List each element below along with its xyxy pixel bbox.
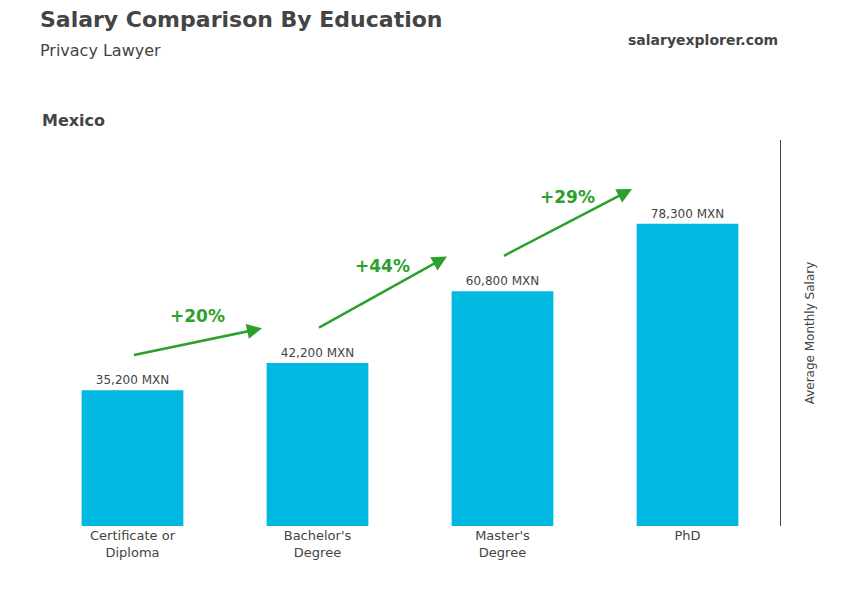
svg-text:Average Monthly Salary: Average Monthly Salary <box>803 262 817 405</box>
svg-text:78,300 MXN: 78,300 MXN <box>651 207 724 221</box>
svg-text:+44%: +44% <box>355 256 410 276</box>
svg-text:Certificate orDiploma: Certificate orDiploma <box>90 528 176 560</box>
svg-text:42,200 MXN: 42,200 MXN <box>281 346 354 360</box>
svg-text:PhD: PhD <box>674 528 700 543</box>
svg-text:+29%: +29% <box>540 187 595 207</box>
svg-text:Bachelor'sDegree: Bachelor'sDegree <box>284 528 352 560</box>
svg-text:60,800 MXN: 60,800 MXN <box>466 274 539 288</box>
svg-text:35,200 MXN: 35,200 MXN <box>96 373 169 387</box>
svg-text:Salary Comparison By Education: Salary Comparison By EducationPrivacy La… <box>40 7 443 60</box>
svg-text:Master'sDegree: Master'sDegree <box>475 528 530 560</box>
svg-text:+20%: +20% <box>170 306 225 326</box>
svg-text:salaryexplorer.com: salaryexplorer.com <box>628 32 778 48</box>
svg-text:Mexico: Mexico <box>42 111 105 130</box>
